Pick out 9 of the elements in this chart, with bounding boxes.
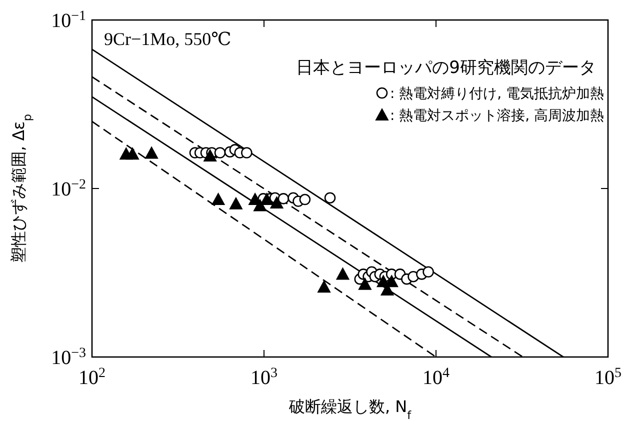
legend-title: 日本とヨーロッパの9研究機関のデータ (296, 58, 596, 78)
y-tick-label: 10$^{−2}$ (51, 177, 86, 200)
x-axis-title: 破断繰返し数, N$_{f}$ (288, 397, 412, 422)
y-tick-label: 10$^{−1}$ (51, 8, 86, 32)
x-tick-label: 10$^{5}$ (594, 366, 622, 389)
x-tick-label: 10$^{4}$ (422, 366, 450, 389)
x-tick-label: 10$^{3}$ (250, 366, 278, 389)
text: 9Cr−1Mo, 550℃ (104, 29, 232, 49)
legend: 日本とヨーロッパの9研究機関のデータ : 熱電対縛り付け, 電気抵抗炉加熱 : 熱電対スポット溶接, 高周波加熱 (296, 58, 604, 124)
